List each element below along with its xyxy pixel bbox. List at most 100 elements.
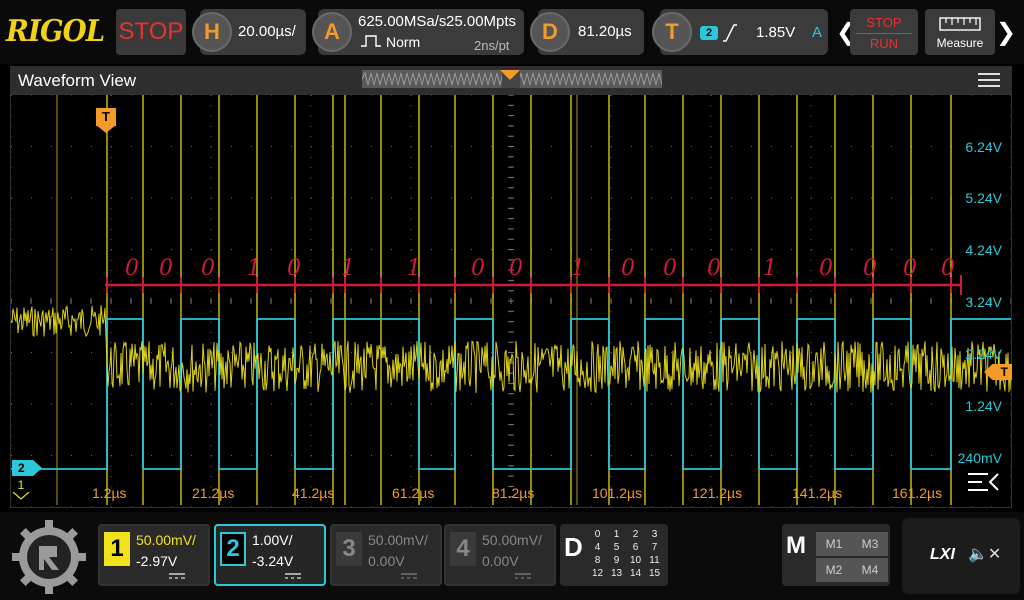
digital-channels-box[interactable]: D 0 1 2 3 4 5 6 7 8 9 10 11 12 13 14 15 — [560, 524, 668, 586]
channel-2-box[interactable]: 2 1.00V/ -3.24V — [214, 524, 326, 586]
trigger-position-marker[interactable] — [500, 70, 520, 88]
annotation-bit: 0 — [941, 256, 955, 281]
measure-button[interactable]: Measure — [925, 9, 995, 55]
grid-dot — [11, 94, 12, 96]
channel-4-box[interactable]: 4 50.00mV/0.00V — [444, 524, 556, 586]
ch2-offset-marker[interactable]: 2 — [12, 460, 42, 476]
grid-dot — [210, 496, 212, 498]
grid-dot — [110, 187, 112, 189]
channel-1-box[interactable]: 1 50.00mV/ -2.97V — [98, 524, 210, 586]
math-m4[interactable]: M4 — [852, 558, 888, 582]
math-m2[interactable]: M2 — [816, 558, 852, 582]
grid-dot — [710, 218, 712, 220]
collapse-menu-icon[interactable] — [966, 470, 1002, 498]
chevron-right-icon[interactable]: ❯ — [996, 19, 1017, 46]
grid-dot — [410, 156, 412, 158]
grid-dot — [611, 403, 612, 405]
grid-dot — [610, 167, 612, 169]
grid-dot — [31, 249, 32, 250]
grid-dot — [210, 486, 212, 488]
grid-dot — [411, 146, 412, 147]
sample-rate: 625.00MSa/s — [358, 13, 447, 30]
math-m3[interactable]: M3 — [852, 532, 888, 556]
grid-dot — [71, 352, 72, 353]
grid-dot — [710, 496, 712, 498]
grid-dot — [471, 94, 472, 96]
grid-dot — [210, 373, 212, 375]
grid-dot — [991, 94, 992, 96]
ch1-offset-marker[interactable]: 1 — [12, 478, 30, 500]
trigger-time-marker[interactable]: T — [96, 108, 116, 126]
grid-dot — [310, 445, 312, 447]
grid-dot — [310, 177, 312, 179]
digital-channel: 2 — [632, 529, 639, 540]
grid-dot — [1010, 404, 1012, 405]
grid-dot — [351, 506, 352, 508]
grid-dot — [1010, 424, 1012, 426]
grid-dot — [71, 146, 72, 147]
grid-dot — [51, 197, 52, 199]
grid-dot — [231, 197, 232, 199]
grid-dot — [1010, 290, 1012, 292]
grid-dot — [91, 403, 92, 405]
grid-dot — [671, 506, 672, 508]
grid-dot — [610, 311, 612, 313]
grid-dot — [311, 455, 312, 456]
speaker-muted-icon[interactable]: 🔈✕ — [968, 546, 1002, 563]
grid-dot — [851, 197, 852, 199]
trigger-level-marker[interactable]: T — [984, 364, 1012, 380]
acquire-resolution: 2ns/pt — [474, 38, 510, 53]
grid-dot — [831, 403, 832, 405]
grid-dot — [410, 424, 412, 426]
grid-dot — [231, 455, 232, 456]
math-m1[interactable]: M1 — [816, 532, 852, 556]
grid-dot — [291, 455, 292, 456]
grid-dot — [151, 403, 152, 405]
digital-channel: 3 — [651, 529, 658, 540]
lxi-status[interactable]: LXI 🔈✕ — [902, 518, 1020, 594]
grid-dot — [631, 249, 632, 250]
grid-dot — [211, 506, 212, 508]
rising-edge-icon — [723, 24, 737, 42]
grid-dot — [1010, 455, 1012, 457]
grid-dot — [51, 146, 52, 147]
grid-dot — [371, 94, 372, 96]
acquire-pill[interactable] — [318, 9, 524, 55]
acquire-icon[interactable]: A — [312, 12, 352, 52]
grid-dot — [751, 403, 752, 405]
run-stop-button[interactable]: STOP RUN — [850, 9, 918, 55]
grid-dot — [410, 393, 412, 395]
grid-dot — [751, 94, 752, 96]
grid-dot — [810, 434, 812, 436]
grid-dot — [210, 311, 212, 313]
hamburger-menu-icon[interactable] — [978, 73, 1000, 89]
stop-label: STOP — [866, 15, 902, 30]
run-state-indicator[interactable]: STOP — [116, 9, 186, 55]
grid-dot — [71, 403, 72, 405]
grid-dot — [431, 94, 432, 96]
grid-dot — [131, 403, 132, 405]
trigger-icon[interactable]: T — [652, 12, 692, 52]
grid-dot — [731, 94, 732, 96]
grid-dot — [851, 249, 852, 250]
grid-dot — [110, 136, 112, 138]
grid-dot — [1010, 156, 1012, 158]
channel-3-box[interactable]: 3 50.00mV/0.00V — [330, 524, 442, 586]
home-gear-icon[interactable] — [12, 520, 86, 594]
grid-dot — [510, 342, 512, 344]
grid-dot — [411, 94, 412, 96]
grid-dot — [310, 218, 312, 220]
grid-dot — [1010, 362, 1012, 364]
grid-dot — [311, 197, 312, 199]
delay-icon[interactable]: D — [530, 12, 570, 52]
horizontal-icon[interactable]: H — [192, 12, 232, 52]
grid-dot — [131, 249, 132, 250]
voltage-label: 6.24V — [965, 139, 1002, 155]
grid-dot — [811, 506, 812, 508]
lxi-logo: LXI — [930, 546, 955, 563]
dc-coupling-icon — [514, 572, 531, 582]
grid-dot — [491, 352, 492, 353]
math-box[interactable]: M M1 M3 M2 M4 — [782, 524, 890, 586]
grid-dot — [10, 270, 12, 272]
